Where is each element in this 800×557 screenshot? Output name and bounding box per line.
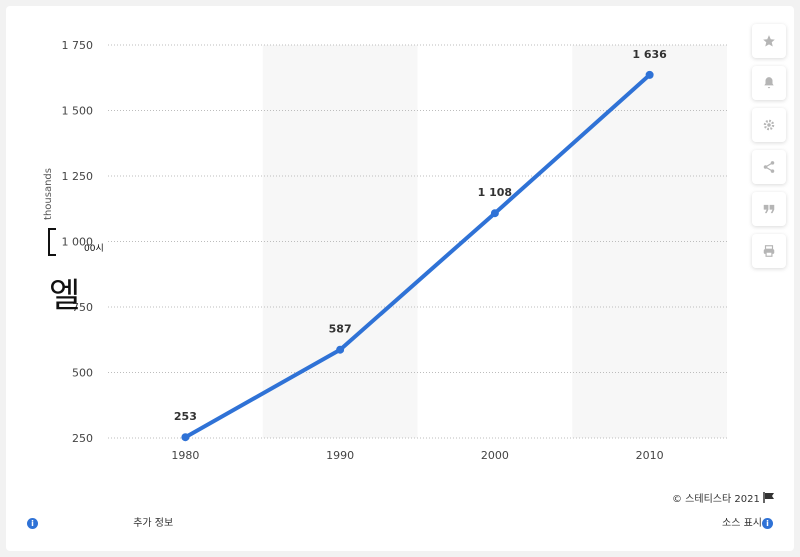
y-tick-label: 1 500 xyxy=(62,105,94,118)
ylabel-glyph: 엘 xyxy=(49,276,81,316)
series-line xyxy=(183,72,652,440)
y-tick-label: 1 250 xyxy=(62,170,94,183)
data-label: 253 xyxy=(174,410,197,423)
ylabel-bracket xyxy=(48,228,56,256)
data-point xyxy=(336,345,345,354)
y-tick-label: 250 xyxy=(72,432,93,445)
y-tick-label: 1 750 xyxy=(62,39,94,52)
line-chart: 250 500 750 1 000 1 250 1 500 1 750 1980 1990 200… xyxy=(43,39,727,462)
copyright-line: © 스테티스타 2021 xyxy=(672,490,775,506)
print-icon xyxy=(763,245,775,257)
data-label: 587 xyxy=(329,323,352,336)
cite-button[interactable] xyxy=(752,192,786,226)
data-label: 1 108 xyxy=(478,186,512,199)
x-tick-label: 2010 xyxy=(636,449,664,462)
x-tick-label: 2000 xyxy=(481,449,509,462)
settings-button[interactable] xyxy=(752,108,786,142)
x-tick-label: 1990 xyxy=(326,449,354,462)
chart-toolbar xyxy=(752,24,786,276)
show-source-link[interactable]: 소스 표시 i xyxy=(722,514,773,529)
more-info-link[interactable]: i 추가 정보 xyxy=(27,514,173,529)
alert-button[interactable] xyxy=(752,66,786,100)
print-button[interactable] xyxy=(752,234,786,268)
y-tick-label: 750 xyxy=(72,301,93,314)
data-point xyxy=(181,433,190,442)
info-icon: i xyxy=(27,517,38,529)
plot-band xyxy=(572,45,727,438)
gear-icon xyxy=(763,119,775,131)
info-icon: i xyxy=(761,517,773,529)
star-icon xyxy=(763,35,775,47)
y-axis-title: thousands xyxy=(43,168,54,220)
copyright-text: © 스테티스타 2021 xyxy=(672,494,760,505)
data-point xyxy=(645,70,654,79)
flag-icon xyxy=(763,492,775,506)
chart-card: 250 500 750 1 000 1 250 1 500 1 750 1980 1990 200… xyxy=(6,6,794,551)
data-point xyxy=(490,209,499,218)
share-button[interactable] xyxy=(752,150,786,184)
x-tick-label: 1980 xyxy=(171,449,199,462)
show-source-label: 소스 표시 xyxy=(722,518,762,529)
more-info-label: 추가 정보 xyxy=(133,518,174,529)
favorite-button[interactable] xyxy=(752,24,786,58)
y-tick-label: 1 000 xyxy=(62,236,94,249)
y-tick-label: 500 xyxy=(72,367,93,380)
bell-icon xyxy=(764,77,774,89)
quote-icon xyxy=(763,204,775,214)
data-label: 1 636 xyxy=(632,48,667,61)
share-icon xyxy=(763,161,775,173)
tick-overlay-text: 00시 xyxy=(84,244,104,254)
